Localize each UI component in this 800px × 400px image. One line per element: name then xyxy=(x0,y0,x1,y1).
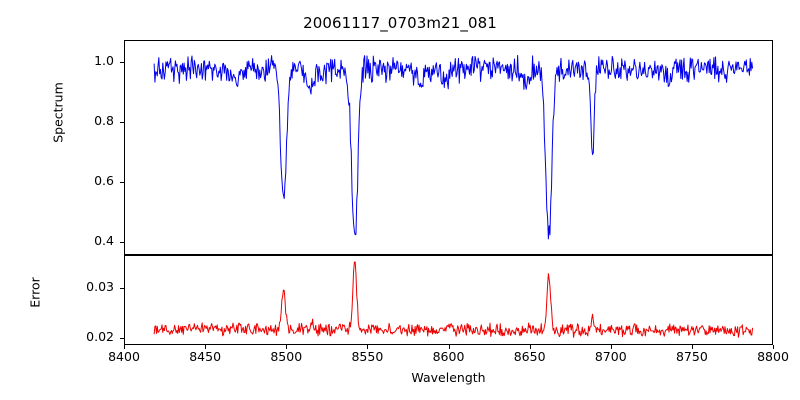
x-tick-label: 8600 xyxy=(432,349,465,364)
error-ytick-mark xyxy=(120,337,124,339)
x-tick-mark xyxy=(448,345,450,349)
x-tick-mark xyxy=(610,345,612,349)
spectrum-ytick-label: 0.6 xyxy=(94,172,114,188)
spectrum-plot-area xyxy=(153,54,754,240)
x-tick-label: 8700 xyxy=(594,349,627,364)
error-panel xyxy=(124,255,773,345)
spectrum-ytick-label: 1.0 xyxy=(94,53,114,69)
x-tick-mark xyxy=(124,345,126,349)
spectrum-panel xyxy=(124,40,773,255)
spectrum-ytick-mark xyxy=(120,181,124,183)
x-tick-label: 8550 xyxy=(351,349,384,364)
spectrum-ytick-mark xyxy=(120,62,124,64)
chart-title: 20061117_0703m21_081 xyxy=(303,14,497,32)
error-ytick-mark xyxy=(120,287,124,289)
x-tick-label: 8450 xyxy=(189,349,222,364)
spectrum-line xyxy=(153,54,754,240)
x-tick-label: 8500 xyxy=(270,349,303,364)
error-ytick-label: 0.03 xyxy=(86,278,114,294)
x-tick-mark xyxy=(773,345,775,349)
spectrum-ytick-label: 0.8 xyxy=(94,113,114,129)
x-tick-mark xyxy=(367,345,369,349)
x-tick-mark xyxy=(205,345,207,349)
x-tick-mark xyxy=(691,345,693,349)
x-tick-label: 8800 xyxy=(757,349,789,364)
spectrum-ytick-label: 0.4 xyxy=(94,232,114,248)
spectrum-axis-label: Spectrum xyxy=(50,82,66,143)
x-tick-label: 8750 xyxy=(675,349,708,364)
spectrum-ytick-mark xyxy=(120,241,124,243)
error-axis-label: Error xyxy=(27,277,43,308)
x-tick-label: 8400 xyxy=(108,349,140,364)
error-plot-area xyxy=(153,261,754,338)
x-tick-mark xyxy=(286,345,288,349)
x-axis-label: Wavelength xyxy=(411,370,486,385)
error-line xyxy=(153,261,754,338)
x-tick-mark xyxy=(529,345,531,349)
x-tick-label: 8650 xyxy=(513,349,546,364)
error-ytick-label: 0.02 xyxy=(86,328,114,344)
spectrum-ytick-mark xyxy=(120,122,124,124)
